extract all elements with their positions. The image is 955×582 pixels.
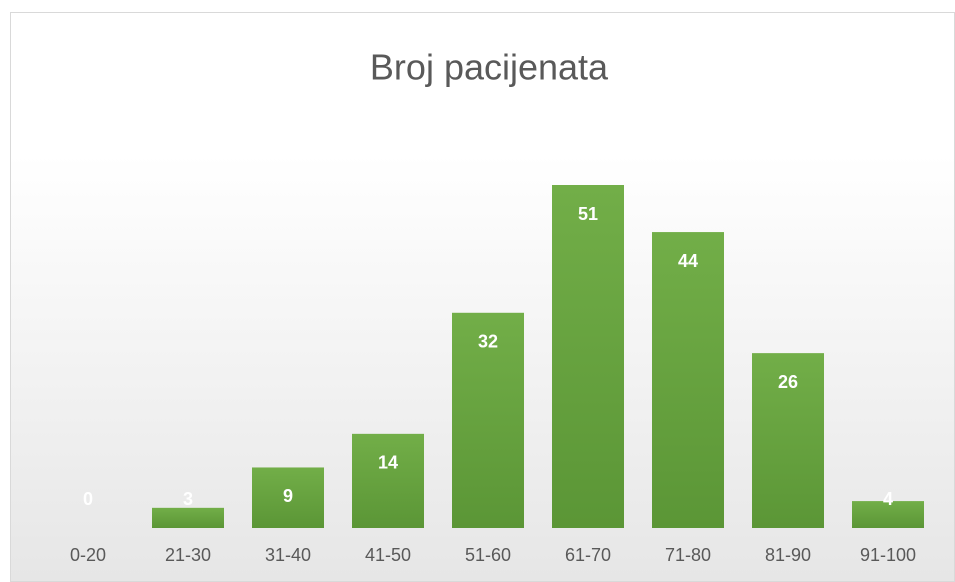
bar — [352, 433, 424, 528]
data-label: 0 — [83, 489, 93, 509]
x-tick-label: 91-100 — [860, 545, 916, 565]
data-label: 4 — [883, 489, 893, 509]
x-tick-label: 0-20 — [70, 545, 106, 565]
bar — [752, 353, 824, 528]
bar — [252, 467, 324, 528]
data-label: 32 — [478, 332, 498, 352]
data-label: 51 — [578, 204, 598, 224]
x-tick-label: 21-30 — [165, 545, 211, 565]
data-label: 3 — [183, 489, 193, 509]
data-label: 14 — [378, 453, 398, 473]
data-label: 26 — [778, 372, 798, 392]
bar — [552, 185, 624, 528]
x-tick-label: 71-80 — [665, 545, 711, 565]
x-tick-label: 41-50 — [365, 545, 411, 565]
x-tick-label: 51-60 — [465, 545, 511, 565]
data-label: 44 — [678, 251, 698, 271]
bar — [152, 507, 224, 528]
bar — [652, 232, 724, 528]
x-tick-label: 61-70 — [565, 545, 611, 565]
x-tick-label: 31-40 — [265, 545, 311, 565]
data-label: 9 — [283, 486, 293, 506]
bar — [852, 501, 924, 528]
bar — [452, 312, 524, 528]
chart-title: Broj pacijenata — [370, 47, 609, 88]
x-tick-label: 81-90 — [765, 545, 811, 565]
